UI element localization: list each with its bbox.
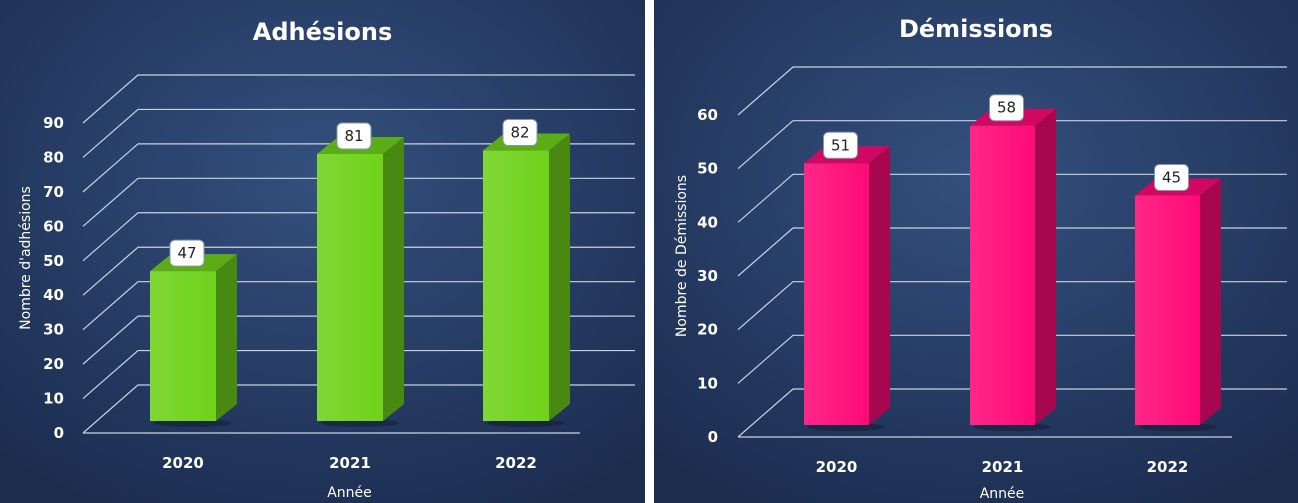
x-tick-label: 2020 (162, 454, 204, 472)
svg-text:58: 58 (997, 99, 1016, 117)
y-axis-label: Nombre de Démissions (674, 175, 690, 337)
data-label: 81 (336, 122, 372, 150)
y-tick-label: 30 (43, 321, 64, 339)
gridlines (82, 74, 635, 434)
gridline (82, 349, 635, 400)
gridline (737, 227, 1287, 277)
y-tick-label: 20 (43, 355, 64, 373)
gridline (82, 143, 635, 193)
gridline (737, 120, 1287, 170)
x-tick-label: 2022 (495, 454, 537, 472)
y-tick-label: 20 (697, 321, 718, 339)
y-tick-label: 40 (697, 213, 718, 231)
x-tick-label: 2020 (816, 458, 858, 476)
y-tick-label: 70 (43, 183, 64, 201)
y-tick-label: 60 (43, 217, 64, 235)
gridline (82, 74, 635, 124)
gridline (82, 246, 635, 296)
y-tick-label: 0 (54, 424, 64, 442)
x-axis-label: Année (980, 486, 1025, 502)
x-axis-label: Année (327, 485, 372, 501)
y-tick-label: 50 (697, 160, 718, 178)
svg-text:47: 47 (177, 244, 196, 262)
gridline (737, 281, 1287, 331)
gridline (737, 334, 1287, 384)
x-tick-label: 2021 (982, 458, 1024, 476)
y-tick-label: 10 (43, 390, 64, 408)
chart-demissions: Démissions 0 10 20 30 40 50 60 Nombre de Démissi… (654, 0, 1298, 503)
y-tick-label: 60 (697, 106, 718, 124)
bar-2021 (970, 108, 1056, 431)
gridline (82, 108, 635, 158)
gridline (82, 384, 635, 434)
gridline (737, 388, 1287, 438)
y-tick-label: 10 (697, 374, 718, 392)
y-tick-label: 50 (43, 252, 64, 270)
gridlines (737, 66, 1287, 438)
bar-2020 (804, 146, 890, 431)
bar-2022 (483, 133, 570, 427)
data-label: 51 (823, 131, 858, 159)
y-tick-label: 80 (43, 148, 64, 166)
gridline (82, 315, 635, 365)
bar-2020 (150, 254, 237, 427)
svg-text:45: 45 (1162, 169, 1181, 187)
x-tick-label: 2022 (1147, 458, 1189, 476)
bar-2022 (1135, 178, 1221, 431)
gridline (82, 177, 635, 227)
data-label: 47 (169, 239, 205, 267)
gridline (82, 212, 635, 262)
bar-2021 (317, 137, 404, 427)
data-label: 45 (1154, 164, 1189, 191)
y-tick-label: 40 (43, 286, 64, 304)
gridline (737, 173, 1287, 223)
y-tick-label: 90 (43, 114, 64, 132)
y-tick-label: 0 (708, 428, 718, 446)
y-tick-label: 30 (697, 267, 718, 285)
data-label: 58 (989, 94, 1024, 122)
y-axis-label: Nombre d'adhésions (18, 186, 34, 330)
gridline (82, 281, 635, 331)
svg-text:82: 82 (510, 124, 529, 142)
x-tick-label: 2021 (329, 454, 371, 472)
chart-title: Adhésions (253, 18, 393, 46)
gridline (737, 66, 1287, 116)
svg-text:81: 81 (344, 127, 363, 145)
svg-text:51: 51 (831, 136, 850, 154)
data-label: 82 (502, 119, 538, 147)
chart-adhesions: Adhésions 0 10 20 30 40 50 60 70 80 90 Nombre d'adh… (0, 0, 645, 503)
chart-panel-demissions: Démissions 0 10 20 30 40 50 60 Nombre de Démissi… (654, 0, 1298, 503)
chart-panel-adhesions: Adhésions 0 10 20 30 40 50 60 70 80 90 Nombre d'adh… (0, 0, 645, 503)
chart-title: Démissions (899, 15, 1053, 43)
